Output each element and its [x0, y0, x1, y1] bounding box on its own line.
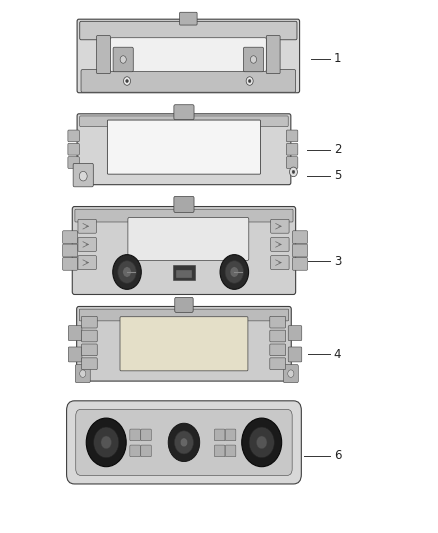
FancyBboxPatch shape [80, 116, 288, 127]
FancyBboxPatch shape [288, 326, 302, 341]
FancyBboxPatch shape [68, 130, 79, 142]
Bar [176, 270, 192, 278]
FancyBboxPatch shape [75, 209, 293, 222]
FancyBboxPatch shape [76, 409, 292, 475]
FancyBboxPatch shape [271, 220, 289, 233]
FancyBboxPatch shape [225, 445, 236, 457]
FancyBboxPatch shape [110, 38, 266, 71]
Circle shape [101, 436, 111, 449]
FancyBboxPatch shape [68, 347, 82, 362]
Circle shape [80, 370, 86, 377]
FancyBboxPatch shape [283, 365, 298, 383]
FancyBboxPatch shape [141, 445, 152, 457]
FancyBboxPatch shape [286, 157, 298, 168]
Circle shape [174, 431, 194, 454]
FancyBboxPatch shape [180, 12, 197, 25]
FancyBboxPatch shape [270, 358, 286, 369]
FancyBboxPatch shape [270, 344, 286, 356]
FancyBboxPatch shape [63, 257, 78, 270]
Circle shape [120, 56, 126, 63]
FancyBboxPatch shape [293, 244, 307, 257]
FancyBboxPatch shape [293, 231, 307, 244]
FancyBboxPatch shape [271, 256, 289, 270]
FancyBboxPatch shape [175, 297, 193, 312]
FancyBboxPatch shape [270, 330, 286, 342]
Circle shape [180, 438, 187, 447]
FancyBboxPatch shape [79, 309, 289, 321]
Text: 4: 4 [334, 348, 341, 361]
Circle shape [94, 427, 119, 458]
Circle shape [288, 370, 294, 377]
Circle shape [126, 79, 128, 83]
Circle shape [79, 171, 87, 181]
FancyBboxPatch shape [80, 21, 297, 40]
Text: 3: 3 [334, 255, 341, 268]
FancyBboxPatch shape [78, 256, 96, 270]
Bar [173, 265, 195, 280]
Text: 2: 2 [334, 143, 341, 156]
FancyBboxPatch shape [77, 306, 291, 381]
Circle shape [248, 79, 251, 83]
FancyBboxPatch shape [244, 47, 264, 72]
FancyBboxPatch shape [81, 70, 296, 92]
Circle shape [249, 427, 274, 458]
Circle shape [113, 255, 141, 289]
FancyBboxPatch shape [78, 220, 96, 233]
FancyBboxPatch shape [81, 330, 97, 342]
FancyBboxPatch shape [174, 196, 194, 212]
FancyBboxPatch shape [78, 238, 96, 252]
FancyBboxPatch shape [128, 217, 249, 260]
FancyBboxPatch shape [72, 206, 296, 294]
FancyBboxPatch shape [286, 130, 298, 142]
FancyBboxPatch shape [293, 257, 307, 270]
Circle shape [242, 418, 282, 467]
FancyBboxPatch shape [286, 143, 298, 155]
Circle shape [118, 261, 136, 283]
Circle shape [251, 56, 257, 63]
Circle shape [123, 267, 131, 277]
FancyBboxPatch shape [81, 344, 97, 356]
Circle shape [292, 171, 295, 173]
FancyBboxPatch shape [77, 114, 291, 185]
Circle shape [168, 423, 200, 462]
FancyBboxPatch shape [270, 316, 286, 328]
Text: 1: 1 [334, 52, 341, 65]
FancyBboxPatch shape [96, 36, 110, 74]
FancyBboxPatch shape [120, 317, 248, 371]
FancyBboxPatch shape [73, 163, 93, 187]
FancyBboxPatch shape [130, 445, 140, 457]
FancyBboxPatch shape [214, 445, 225, 457]
FancyBboxPatch shape [130, 429, 140, 441]
FancyBboxPatch shape [68, 326, 82, 341]
FancyBboxPatch shape [68, 143, 79, 155]
Circle shape [86, 418, 126, 467]
FancyBboxPatch shape [141, 429, 152, 441]
FancyBboxPatch shape [214, 429, 225, 441]
Circle shape [256, 436, 267, 449]
FancyBboxPatch shape [63, 244, 78, 257]
Text: 5: 5 [334, 169, 341, 182]
Circle shape [225, 261, 244, 283]
FancyBboxPatch shape [63, 231, 78, 244]
FancyBboxPatch shape [107, 120, 261, 174]
Text: 6: 6 [334, 449, 341, 462]
FancyBboxPatch shape [81, 316, 97, 328]
Circle shape [230, 267, 239, 277]
FancyBboxPatch shape [174, 104, 194, 120]
FancyBboxPatch shape [67, 401, 301, 484]
FancyBboxPatch shape [75, 365, 90, 383]
FancyBboxPatch shape [113, 47, 133, 72]
FancyBboxPatch shape [225, 429, 236, 441]
Circle shape [290, 167, 297, 177]
FancyBboxPatch shape [81, 358, 97, 369]
FancyBboxPatch shape [77, 19, 300, 93]
FancyBboxPatch shape [288, 347, 302, 362]
FancyBboxPatch shape [68, 157, 79, 168]
Circle shape [124, 77, 131, 85]
FancyBboxPatch shape [266, 36, 280, 74]
Circle shape [220, 255, 249, 289]
FancyBboxPatch shape [271, 238, 289, 252]
Circle shape [246, 77, 253, 85]
